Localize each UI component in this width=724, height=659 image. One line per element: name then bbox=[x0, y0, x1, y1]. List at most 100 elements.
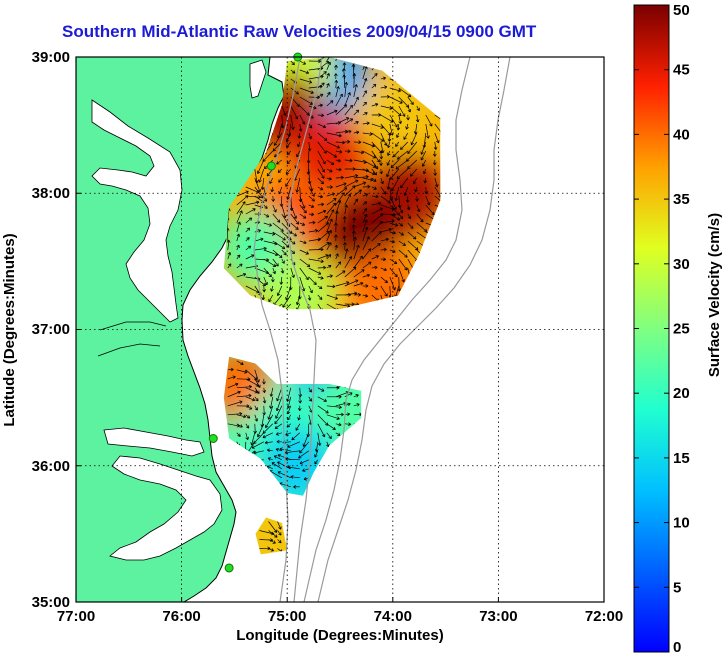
velocity-vector bbox=[268, 521, 278, 533]
velocity-vector bbox=[353, 403, 360, 407]
velocity-vector bbox=[380, 257, 387, 262]
velocity-vector bbox=[251, 441, 264, 449]
velocity-vector bbox=[434, 132, 440, 144]
velocity-vector bbox=[299, 249, 309, 255]
velocity-vector bbox=[344, 392, 353, 398]
velocity-vector bbox=[317, 396, 327, 402]
velocity-vector bbox=[308, 59, 322, 64]
velocity-vector bbox=[285, 168, 292, 175]
velocity-vector bbox=[326, 303, 340, 310]
velocity-vector bbox=[326, 91, 331, 98]
velocity-vector bbox=[326, 265, 332, 269]
velocity-vector bbox=[227, 390, 241, 398]
velocity-vector bbox=[298, 450, 310, 459]
velocity-vector bbox=[263, 258, 277, 267]
colorbar-tick-label: 20 bbox=[673, 385, 690, 402]
velocity-vector bbox=[379, 159, 383, 166]
velocity-vector bbox=[227, 367, 234, 372]
velocity-vector bbox=[275, 447, 282, 452]
velocity-vector bbox=[286, 396, 292, 409]
velocity-vector bbox=[274, 414, 283, 425]
velocity-vector bbox=[398, 258, 408, 271]
radar-station bbox=[208, 434, 218, 443]
velocity-vector bbox=[398, 222, 404, 227]
velocity-vector bbox=[258, 168, 265, 183]
velocity-vector bbox=[317, 215, 328, 224]
velocity-vector bbox=[326, 185, 333, 189]
velocity-vector bbox=[353, 236, 357, 251]
velocity-vector bbox=[415, 195, 419, 202]
velocity-vector bbox=[416, 204, 421, 213]
y-tick-label: 36:00 bbox=[32, 458, 70, 475]
velocity-vector bbox=[353, 292, 361, 297]
velocity-vector bbox=[263, 231, 276, 236]
velocity-vector bbox=[279, 276, 284, 285]
velocity-vector bbox=[298, 123, 303, 132]
velocity-vector bbox=[362, 193, 369, 197]
velocity-vector bbox=[280, 267, 285, 274]
velocity-vector bbox=[379, 150, 384, 160]
velocity-vector bbox=[371, 177, 377, 182]
velocity-vector bbox=[371, 83, 377, 89]
velocity-vector bbox=[335, 261, 342, 269]
colorbar-tick-label: 10 bbox=[673, 515, 690, 532]
velocity-vector bbox=[314, 441, 319, 452]
velocity-vector bbox=[334, 244, 339, 251]
velocity-vector bbox=[273, 455, 282, 461]
velocity-vector bbox=[351, 64, 356, 80]
velocity-vector bbox=[335, 167, 342, 172]
velocity-vector bbox=[275, 432, 282, 436]
velocity-vector bbox=[371, 207, 384, 215]
velocity-vector bbox=[295, 177, 301, 193]
velocity-vector bbox=[272, 213, 281, 223]
velocity-vector bbox=[317, 186, 324, 191]
velocity-vector bbox=[254, 177, 261, 193]
colorbar-title: Surface Velocity (cm/s) bbox=[706, 213, 723, 377]
velocity-vector bbox=[261, 294, 266, 301]
velocity-vector bbox=[308, 123, 313, 129]
velocity-vector bbox=[335, 432, 341, 436]
velocity-vector bbox=[398, 249, 408, 258]
velocity-vector bbox=[236, 254, 241, 260]
hf-radar-stations bbox=[208, 52, 303, 573]
velocity-vector bbox=[405, 123, 409, 130]
velocity-vector bbox=[326, 159, 335, 166]
velocity-vector bbox=[259, 546, 271, 551]
velocity-vector bbox=[371, 186, 377, 190]
velocity-vector bbox=[227, 252, 232, 260]
velocity-vector bbox=[326, 132, 342, 138]
velocity-vector bbox=[362, 101, 367, 107]
velocity-vector bbox=[268, 530, 278, 538]
velocity-vector bbox=[236, 195, 249, 206]
velocity-vector bbox=[290, 204, 298, 219]
velocity-vector bbox=[314, 459, 319, 465]
velocity-vector bbox=[317, 103, 323, 108]
velocity-vector bbox=[326, 414, 340, 420]
velocity-vector bbox=[299, 267, 309, 281]
velocity-vector bbox=[293, 485, 300, 489]
velocity-vector bbox=[326, 274, 333, 278]
velocity-vector bbox=[236, 432, 241, 437]
velocity-vector bbox=[344, 158, 353, 163]
velocity-vector bbox=[272, 231, 286, 241]
velocity-vector bbox=[245, 405, 253, 410]
velocity-vector bbox=[308, 258, 324, 264]
colorbar bbox=[633, 4, 670, 653]
velocity-vector bbox=[256, 159, 265, 174]
velocity-vector bbox=[389, 114, 398, 128]
velocity-vector bbox=[245, 254, 255, 260]
velocity-vector bbox=[236, 272, 247, 278]
chart-title: Southern Mid-Atlantic Raw Velocities 200… bbox=[62, 22, 537, 41]
velocity-vector bbox=[326, 73, 330, 80]
velocity-vector bbox=[371, 243, 381, 251]
x-tick-label: 73:00 bbox=[479, 608, 517, 625]
velocity-vector bbox=[344, 422, 352, 427]
velocity-vector bbox=[326, 202, 336, 215]
radar-station bbox=[266, 161, 276, 171]
velocity-vector bbox=[272, 249, 283, 259]
velocity-vector bbox=[290, 231, 297, 237]
y-tick-label: 38:00 bbox=[32, 185, 70, 202]
velocity-vector bbox=[362, 261, 372, 269]
velocity-vector bbox=[326, 100, 334, 107]
velocity-vector bbox=[344, 174, 359, 179]
